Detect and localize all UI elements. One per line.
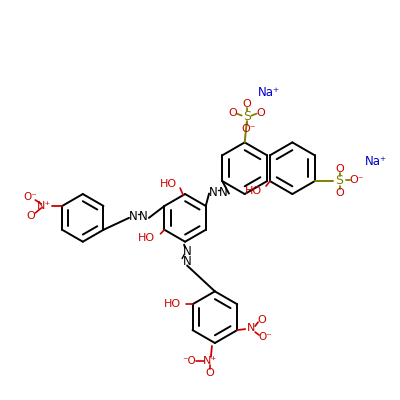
Text: O: O <box>26 211 35 221</box>
Text: HO: HO <box>160 179 177 189</box>
Text: N: N <box>247 323 255 333</box>
Text: ⁻O: ⁻O <box>182 356 196 366</box>
Text: N: N <box>218 186 227 199</box>
Text: O: O <box>258 315 266 325</box>
Text: N: N <box>138 210 147 223</box>
Text: O: O <box>242 99 251 109</box>
Text: Na⁺: Na⁺ <box>365 155 387 168</box>
Text: N: N <box>128 210 137 223</box>
Text: HO: HO <box>245 186 262 196</box>
Text: S: S <box>336 174 344 187</box>
Text: N⁺: N⁺ <box>203 356 217 366</box>
Text: S: S <box>243 110 251 123</box>
Text: N⁺: N⁺ <box>37 201 52 211</box>
Text: O⁻: O⁻ <box>349 175 364 185</box>
Text: HO: HO <box>138 233 154 243</box>
Text: O⁻: O⁻ <box>24 192 37 202</box>
Text: N: N <box>183 245 192 258</box>
Text: N: N <box>183 255 192 268</box>
Text: O: O <box>335 188 344 198</box>
Text: O⁻: O⁻ <box>241 124 256 134</box>
Text: O: O <box>206 368 214 378</box>
Text: O: O <box>335 164 344 174</box>
Text: Na⁺: Na⁺ <box>258 86 280 99</box>
Text: O: O <box>228 108 237 118</box>
Text: N: N <box>209 186 218 199</box>
Text: O: O <box>256 108 265 118</box>
Text: O⁻: O⁻ <box>258 332 272 342</box>
Text: HO: HO <box>164 299 181 309</box>
